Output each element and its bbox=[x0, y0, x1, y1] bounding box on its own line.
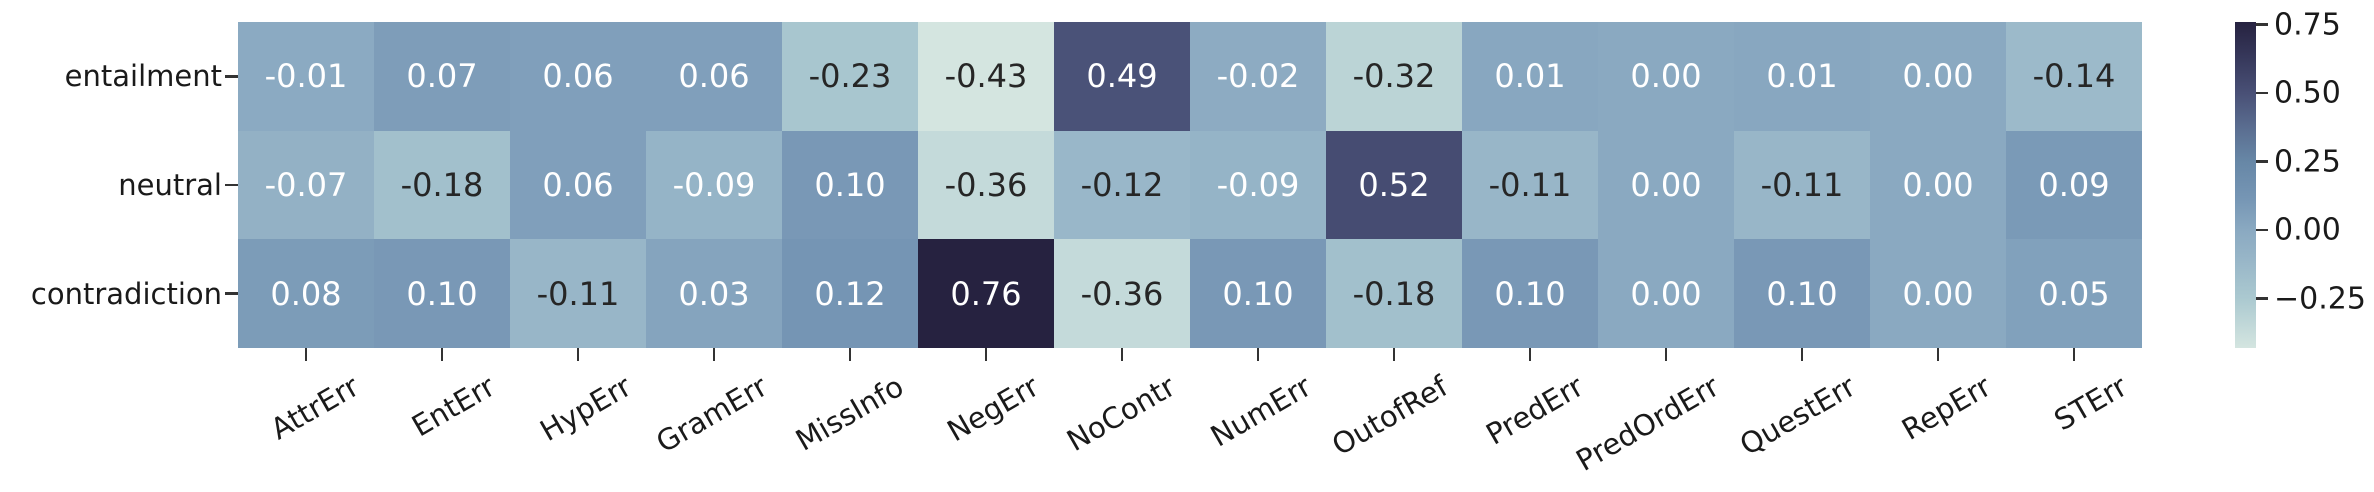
column-label-AttrErr: AttrErr bbox=[265, 369, 365, 447]
x-tick bbox=[984, 348, 988, 361]
heatmap-cell-neutral-QuestErr: -0.11 bbox=[1734, 130, 1870, 240]
colorbar-gradient bbox=[2235, 22, 2256, 348]
column-label-EntErr: EntErr bbox=[406, 369, 501, 444]
heatmap-cell-entailment-NumErr: -0.02 bbox=[1190, 22, 1326, 131]
heatmap-cell-entailment-NegErr: -0.43 bbox=[918, 22, 1054, 131]
heatmap-cell-contradiction-EntErr: 0.10 bbox=[374, 239, 510, 348]
heatmap-cell-neutral-HypErr: 0.06 bbox=[510, 130, 646, 240]
heatmap-cell-entailment-GramErr: 0.06 bbox=[646, 22, 782, 131]
heatmap-cell-entailment-HypErr: 0.06 bbox=[510, 22, 646, 131]
heatmap-cell-contradiction-PredErr: 0.10 bbox=[1462, 239, 1598, 348]
heatmap-cell-neutral-GramErr: -0.09 bbox=[646, 130, 782, 240]
row-label-entailment: entailment bbox=[64, 59, 222, 94]
x-tick bbox=[576, 348, 580, 361]
heatmap-cell-contradiction-AttrErr: 0.08 bbox=[238, 239, 374, 348]
x-tick bbox=[2072, 348, 2076, 361]
y-tick bbox=[225, 75, 238, 78]
heatmap-cell-contradiction-NegErr: 0.76 bbox=[918, 239, 1054, 348]
x-tick bbox=[848, 348, 852, 361]
x-tick bbox=[712, 348, 716, 361]
heatmap-cell-neutral-NoContr: -0.12 bbox=[1054, 130, 1190, 240]
heatmap-cell-entailment-RepErr: 0.00 bbox=[1870, 22, 2006, 131]
x-tick bbox=[1936, 348, 1940, 361]
heatmap-cell-entailment-NoContr: 0.49 bbox=[1054, 22, 1190, 131]
colorbar-tick bbox=[2256, 91, 2268, 95]
colorbar-tick bbox=[2256, 160, 2268, 163]
heatmap-cell-neutral-OutofRef: 0.52 bbox=[1326, 130, 1462, 240]
heatmap-cell-neutral-RepErr: 0.00 bbox=[1870, 130, 2006, 240]
heatmap-cell-contradiction-RepErr: 0.00 bbox=[1870, 239, 2006, 348]
heatmap-cell-contradiction-OutofRef: -0.18 bbox=[1326, 239, 1462, 348]
row-label-neutral: neutral bbox=[118, 168, 222, 202]
heatmap-cell-contradiction-QuestErr: 0.10 bbox=[1734, 239, 1870, 348]
colorbar-tick-label: 0.50 bbox=[2274, 75, 2341, 111]
colorbar-tick-label: 0.75 bbox=[2274, 7, 2341, 43]
heatmap-cell-contradiction-PredOrdErr: 0.00 bbox=[1598, 239, 1734, 348]
column-label-NumErr: NumErr bbox=[1204, 369, 1317, 454]
x-tick bbox=[1120, 348, 1124, 361]
row-label-contradiction: contradiction bbox=[30, 276, 222, 311]
heatmap-cell-entailment-AttrErr: -0.01 bbox=[238, 22, 374, 131]
x-tick bbox=[304, 348, 308, 361]
heatmap-cell-contradiction-STErr: 0.05 bbox=[2006, 239, 2142, 348]
y-tick bbox=[225, 183, 238, 187]
column-label-STErr: STErr bbox=[2048, 369, 2133, 438]
colorbar-tick-label: 0.25 bbox=[2274, 144, 2341, 180]
colorbar-tick bbox=[2256, 23, 2268, 26]
heatmap-cell-entailment-PredOrdErr: 0.00 bbox=[1598, 22, 1734, 131]
column-label-HypErr: HypErr bbox=[534, 369, 637, 448]
column-label-MissInfo: MissInfo bbox=[789, 369, 909, 458]
column-label-RepErr: RepErr bbox=[1896, 369, 1997, 447]
colorbar-tick-label: −0.25 bbox=[2274, 281, 2366, 317]
heatmap-cell-neutral-STErr: 0.09 bbox=[2006, 130, 2142, 240]
heatmap-grid: -0.01 0.07 0.06 0.06 -0.23 -0.43 0.49 -0.02 -0.3… bbox=[238, 22, 2142, 348]
x-tick bbox=[1528, 348, 1532, 361]
heatmap-cell-neutral-NumErr: -0.09 bbox=[1190, 130, 1326, 240]
heatmap-cell-entailment-MissInfo: -0.23 bbox=[782, 22, 918, 131]
heatmap-cell-contradiction-GramErr: 0.03 bbox=[646, 239, 782, 348]
heatmap-cell-entailment-PredErr: 0.01 bbox=[1462, 22, 1598, 131]
heatmap-cell-entailment-EntErr: 0.07 bbox=[374, 22, 510, 131]
heatmap-cell-contradiction-HypErr: -0.11 bbox=[510, 239, 646, 348]
column-label-PredOrdErr: PredOrdErr bbox=[1570, 369, 1725, 478]
column-label-PredErr: PredErr bbox=[1480, 369, 1589, 452]
heatmap-cell-entailment-QuestErr: 0.01 bbox=[1734, 22, 1870, 131]
x-tick bbox=[1256, 348, 1260, 361]
heatmap-cell-contradiction-NumErr: 0.10 bbox=[1190, 239, 1326, 348]
y-tick bbox=[225, 292, 238, 295]
heatmap-cell-contradiction-NoContr: -0.36 bbox=[1054, 239, 1190, 348]
column-label-NegErr: NegErr bbox=[941, 369, 1045, 449]
heatmap-cell-neutral-AttrErr: -0.07 bbox=[238, 130, 374, 240]
heatmap-cell-neutral-EntErr: -0.18 bbox=[374, 130, 510, 240]
x-tick bbox=[1664, 348, 1668, 361]
column-label-QuestErr: QuestErr bbox=[1733, 369, 1861, 463]
colorbar-tick bbox=[2256, 228, 2268, 232]
heatmap-cell-contradiction-MissInfo: 0.12 bbox=[782, 239, 918, 348]
heatmap-cell-neutral-MissInfo: 0.10 bbox=[782, 130, 918, 240]
colorbar-tick bbox=[2256, 297, 2268, 300]
x-tick bbox=[1800, 348, 1804, 361]
x-tick bbox=[1392, 348, 1396, 361]
heatmap-cell-neutral-PredOrdErr: 0.00 bbox=[1598, 130, 1734, 240]
column-label-NoContr: NoContr bbox=[1060, 369, 1181, 458]
column-label-OutofRef: OutofRef bbox=[1325, 369, 1453, 463]
colorbar-tick-label: 0.00 bbox=[2274, 212, 2341, 248]
column-label-GramErr: GramErr bbox=[650, 369, 773, 460]
heatmap-cell-neutral-NegErr: -0.36 bbox=[918, 130, 1054, 240]
x-tick bbox=[440, 348, 444, 361]
heatmap-cell-neutral-PredErr: -0.11 bbox=[1462, 130, 1598, 240]
heatmap-cell-entailment-STErr: -0.14 bbox=[2006, 22, 2142, 131]
heatmap-cell-entailment-OutofRef: -0.32 bbox=[1326, 22, 1462, 131]
